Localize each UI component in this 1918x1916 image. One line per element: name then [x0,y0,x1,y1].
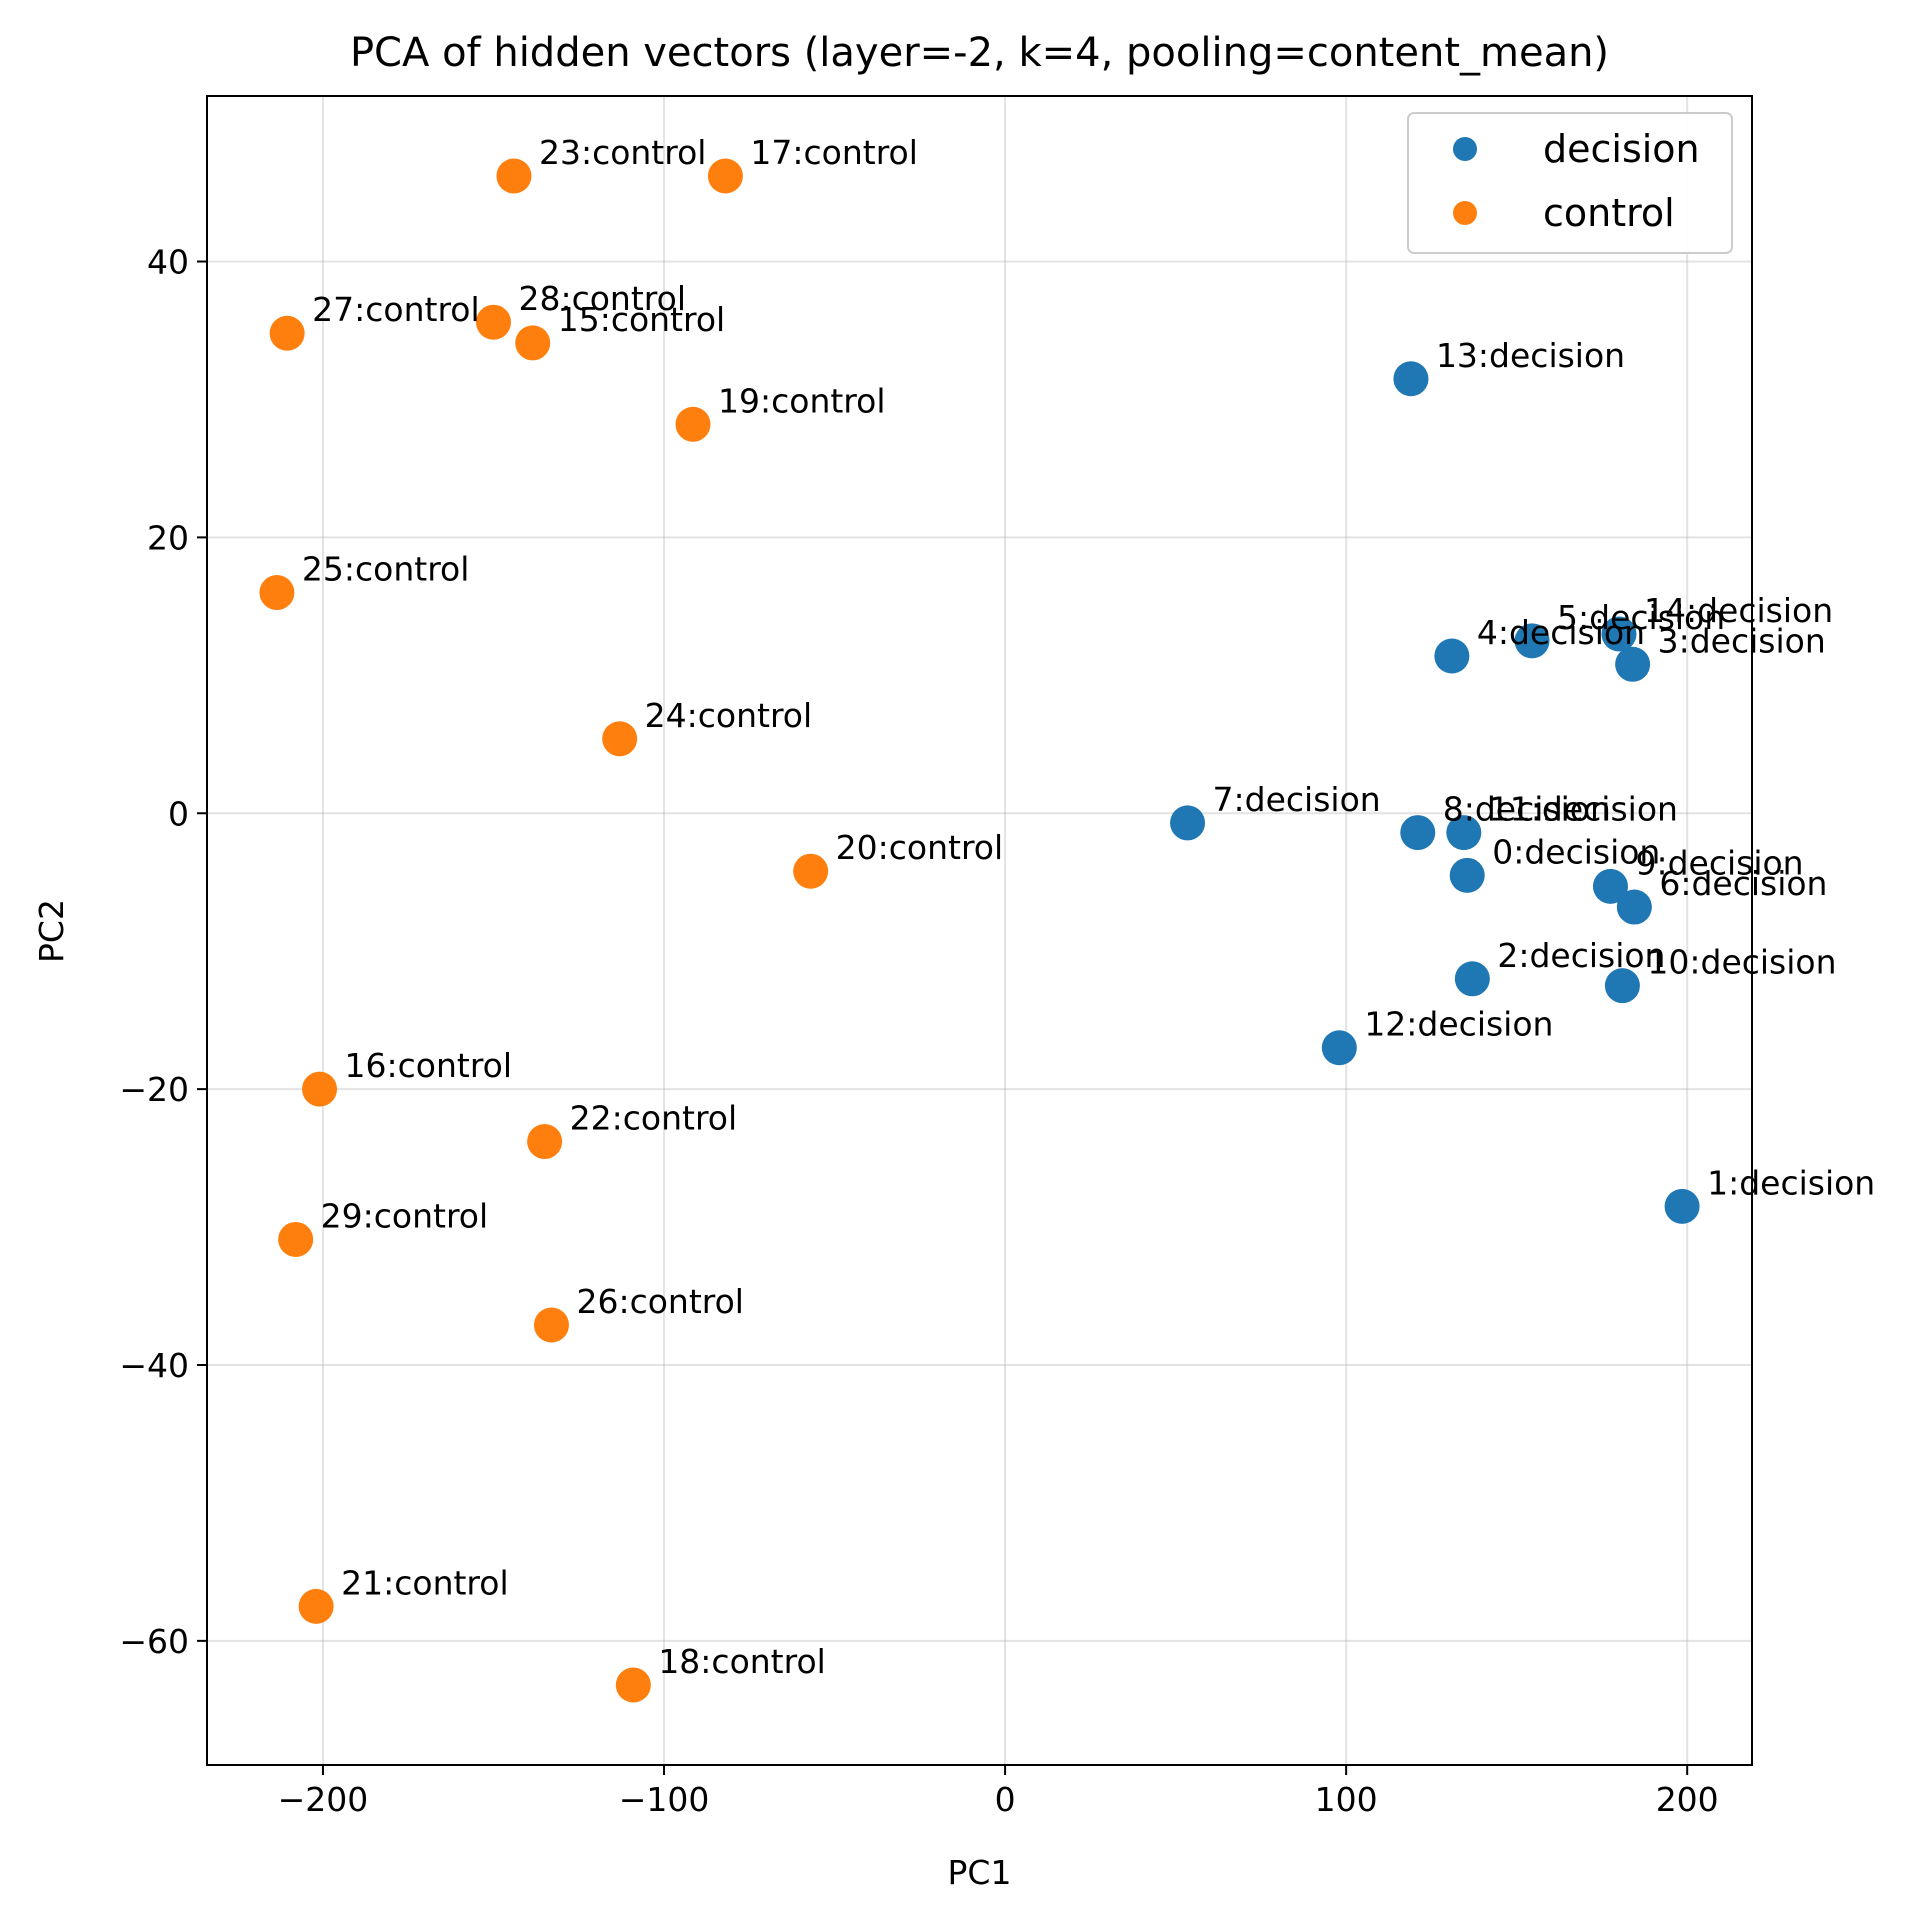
data-point-control [527,1124,563,1160]
data-point-decision [1454,961,1490,997]
y-axis-label: PC2 [32,899,71,963]
point-label: 22:control [570,1099,738,1138]
data-points [259,158,1700,1703]
y-tick-label: 0 [168,794,189,833]
x-tick-label: −200 [278,1780,369,1819]
x-axis-label: PC1 [948,1853,1012,1892]
point-label: 10:decision [1647,943,1836,982]
point-label: 24:control [645,696,813,735]
point-label: 17:control [750,133,918,172]
legend: decision control [1407,112,1733,254]
point-label: 18:control [658,1642,826,1681]
x-tick-label: −100 [619,1780,710,1819]
y-tick-label: −20 [119,1070,189,1109]
point-label: 12:decision [1364,1005,1553,1044]
data-point-decision [1446,815,1482,851]
point-label: 4:decision [1477,613,1645,652]
data-point-decision [1616,889,1652,925]
y-tick-label: −40 [119,1346,189,1385]
chart-title: PCA of hidden vectors (layer=-2, k=4, po… [350,30,1609,76]
data-point-control [496,158,532,194]
data-point-decision [1434,638,1470,674]
legend-label-decision: decision [1543,127,1700,171]
point-label: 1:decision [1707,1163,1875,1202]
data-point-decision [1170,805,1206,841]
point-label: 0:decision [1492,832,1660,871]
grid [207,96,1752,1765]
legend-marker-control [1453,201,1477,225]
point-label: 2:decision [1497,936,1665,975]
point-label: 28:control [518,279,686,318]
y-tick-label: −60 [119,1622,189,1661]
data-point-decision [1393,361,1429,397]
x-tick-label: 0 [995,1780,1016,1819]
point-label: 8:decision [1443,790,1611,829]
data-point-control [602,721,638,757]
point-label: 14:decision [1644,591,1833,630]
data-point-decision [1592,868,1628,904]
data-point-decision [1321,1030,1357,1066]
point-label: 15:control [558,300,726,339]
x-tick-label: 200 [1656,1780,1719,1819]
data-point-decision [1601,616,1637,652]
plot-frame [206,95,1753,1766]
point-label: 25:control [302,550,470,589]
y-tick-label: 40 [147,243,189,282]
point-label: 13:decision [1436,336,1625,375]
point-label: 16:control [345,1046,513,1085]
point-label: 26:control [576,1282,744,1321]
point-label: 9:decision [1635,843,1803,882]
data-point-control [533,1307,569,1343]
data-point-control [302,1071,338,1107]
point-label: 19:control [718,381,886,420]
point-label: 5:decision [1557,598,1725,637]
data-point-control [707,158,743,194]
data-point-decision [1664,1188,1700,1224]
point-label: 27:control [312,290,480,329]
data-point-control [475,304,511,340]
data-point-decision [1400,815,1436,851]
legend-marker-decision [1453,137,1477,161]
point-label: 7:decision [1213,780,1381,819]
point-label: 29:control [321,1196,489,1235]
data-point-control [675,406,711,442]
point-label: 20:control [836,828,1004,867]
legend-label-control: control [1543,191,1675,235]
point-label: 23:control [539,133,707,172]
data-point-decision [1514,623,1550,659]
data-point-control [298,1588,334,1624]
data-point-control [615,1667,651,1703]
point-label: 11:decision [1489,790,1678,829]
data-point-control [269,315,305,351]
legend-box [1407,112,1733,254]
data-point-control [259,575,295,611]
point-label: 3:decision [1658,621,1826,660]
point-labels: 0:decision 1:decision 2:decision 3:decision… [302,133,1875,1681]
data-point-control [515,325,551,361]
data-point-decision [1449,857,1485,893]
data-point-decision [1604,968,1640,1004]
data-point-control [278,1221,314,1257]
y-tick-label: 20 [147,518,189,557]
point-label: 21:control [341,1563,509,1602]
x-tick-label: 100 [1315,1780,1378,1819]
data-point-control [793,853,829,889]
data-point-decision [1615,646,1651,682]
point-label: 6:decision [1659,864,1827,903]
